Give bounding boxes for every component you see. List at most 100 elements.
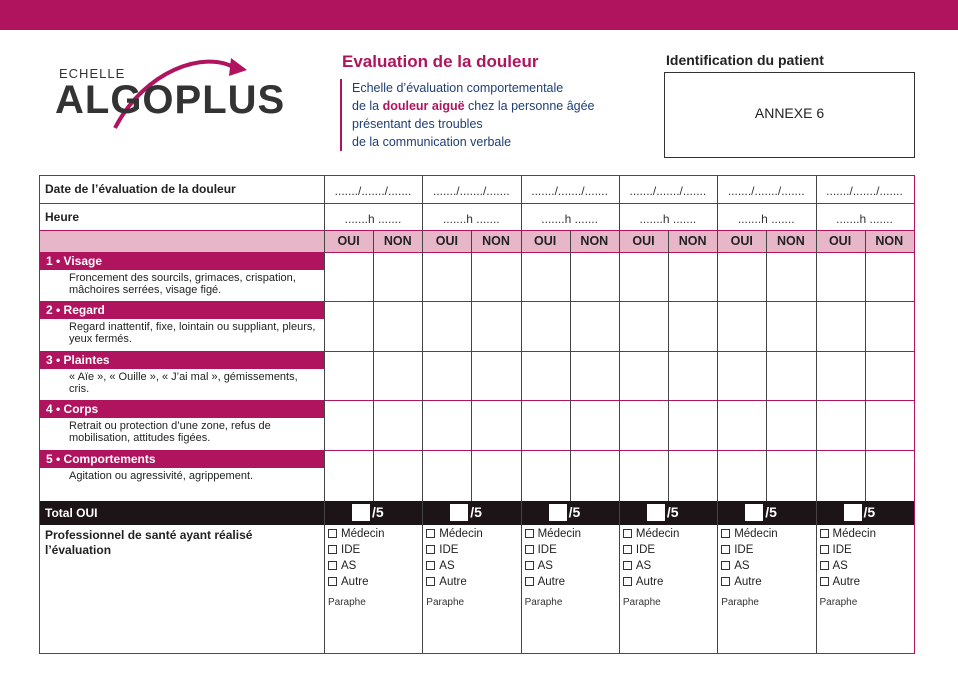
criterion-title: 5 • Comportements — [40, 451, 324, 468]
total-score-box[interactable] — [352, 504, 370, 521]
professional-option[interactable]: Autre — [721, 576, 762, 588]
checkbox-icon[interactable] — [426, 545, 436, 555]
total-out-of: /5 — [666, 504, 679, 520]
professional-option[interactable]: IDE — [819, 544, 852, 556]
non-header: NON — [482, 234, 510, 248]
checkbox-icon[interactable] — [819, 577, 829, 587]
date-field[interactable]: ......./......./....... — [432, 184, 510, 198]
professional-option[interactable]: IDE — [328, 544, 360, 556]
oui-header: OUI — [337, 234, 360, 248]
description-emphasis: douleur aiguë — [382, 99, 465, 113]
checkbox-icon[interactable] — [721, 529, 731, 539]
total-out-of: /5 — [372, 504, 384, 520]
checkbox-icon[interactable] — [328, 545, 337, 555]
professional-option[interactable]: Médecin — [426, 528, 483, 540]
professional-option[interactable]: Autre — [426, 576, 467, 588]
oui-header: OUI — [730, 234, 753, 248]
oui-header: OUI — [632, 234, 655, 248]
hour-field[interactable]: .......h ....... — [836, 212, 893, 226]
paraphe-label: Paraphe — [819, 597, 858, 608]
checkbox-icon[interactable] — [721, 561, 731, 571]
checkbox-icon[interactable] — [622, 545, 632, 555]
criterion-title: 4 • Corps — [40, 401, 324, 418]
checkbox-icon[interactable] — [819, 561, 829, 571]
total-out-of: /5 — [765, 504, 777, 520]
date-field[interactable]: ......./......./....... — [826, 184, 903, 198]
date-field[interactable]: ......./......./....... — [629, 184, 707, 198]
total-score-box[interactable] — [548, 504, 567, 521]
oui-non-header: OUI NON OUI NON OUI NON OUI NON OUI NON OUI NON — [40, 231, 914, 252]
total-score-box[interactable] — [745, 504, 764, 521]
checkbox-icon[interactable] — [524, 561, 534, 571]
total-score-box[interactable] — [843, 504, 862, 521]
checkbox-icon[interactable] — [721, 545, 731, 555]
checkbox-icon[interactable] — [622, 529, 632, 539]
total-label: Total OUI — [45, 506, 98, 520]
logo-swoosh-icon — [113, 58, 247, 129]
checkbox-icon[interactable] — [819, 545, 829, 555]
professional-option[interactable]: Médecin — [819, 528, 876, 540]
total-score-box[interactable] — [450, 504, 469, 521]
patient-id-box[interactable]: ANNEXE 6 — [664, 72, 915, 158]
non-header: NON — [777, 234, 805, 248]
criterion-description: Regard inattentif, fixe, lointain ou sup… — [69, 321, 316, 345]
professional-option[interactable]: IDE — [524, 544, 557, 556]
description: Echelle d’évaluation comportementale de … — [340, 79, 595, 151]
criterion-description: Agitation ou agressivité, agrippement. — [69, 470, 254, 482]
professional-option[interactable]: AS — [721, 560, 750, 572]
total-score-box[interactable] — [646, 504, 665, 521]
top-banner — [0, 0, 958, 30]
professional-option[interactable]: IDE — [721, 544, 753, 556]
oui-header: OUI — [828, 234, 852, 248]
professional-option[interactable]: Autre — [524, 576, 565, 588]
professional-option[interactable]: IDE — [622, 544, 655, 556]
total-out-of: /5 — [568, 504, 581, 520]
professional-option[interactable]: Médecin — [328, 528, 384, 540]
checkbox-icon[interactable] — [524, 529, 534, 539]
hour-field[interactable]: .......h ....... — [344, 212, 402, 226]
oui-header: OUI — [435, 234, 458, 248]
checkbox-icon[interactable] — [622, 577, 632, 587]
criterion-title: 3 • Plaintes — [40, 352, 324, 369]
criterion-title: 2 • Regard — [40, 302, 324, 319]
date-field[interactable]: ......./......./....... — [727, 184, 805, 198]
professional-option[interactable]: AS — [622, 560, 651, 572]
professional-option[interactable]: IDE — [426, 544, 458, 556]
algoplus-logo: ECHELLE ALGOPLUS — [55, 50, 284, 150]
paraphe-label: Paraphe — [426, 597, 465, 608]
professional-option[interactable]: Autre — [819, 576, 860, 588]
description-line-3: présentant des troubles — [352, 117, 483, 131]
logo-small-text: ECHELLE — [59, 66, 126, 81]
checkbox-icon[interactable] — [328, 577, 337, 587]
checkbox-icon[interactable] — [426, 529, 436, 539]
checkbox-icon[interactable] — [524, 545, 534, 555]
checkbox-icon[interactable] — [328, 561, 337, 571]
date-field[interactable]: ......./......./....... — [334, 184, 412, 198]
hour-field[interactable]: .......h ....... — [639, 212, 697, 226]
professional-option[interactable]: AS — [328, 560, 356, 572]
checkbox-icon[interactable] — [328, 529, 337, 539]
checkbox-icon[interactable] — [524, 577, 534, 587]
checkbox-icon[interactable] — [622, 561, 632, 571]
professional-option[interactable]: AS — [426, 560, 455, 572]
professional-option[interactable]: Médecin — [524, 528, 581, 540]
checkbox-icon[interactable] — [426, 577, 436, 587]
professional-option[interactable]: Médecin — [721, 528, 778, 540]
hour-field[interactable]: .......h ....... — [541, 212, 598, 226]
logo-big-text: ALGOPLUS — [55, 78, 286, 122]
professional-option[interactable]: Médecin — [622, 528, 679, 540]
checkbox-icon[interactable] — [721, 577, 731, 587]
checkbox-icon[interactable] — [819, 529, 829, 539]
non-header: NON — [875, 234, 904, 248]
hour-field[interactable]: .......h ....... — [442, 212, 500, 226]
paraphe-label: Paraphe — [622, 597, 661, 608]
professional-option[interactable]: AS — [819, 560, 848, 572]
date-field[interactable]: ......./......./....... — [531, 184, 608, 198]
paraphe-label: Paraphe — [524, 597, 563, 608]
professional-option[interactable]: Autre — [328, 576, 369, 588]
professional-option[interactable]: Autre — [622, 576, 663, 588]
hour-field[interactable]: .......h ....... — [737, 212, 795, 226]
criterion-description: Retrait ou protection d’une zone, refus … — [69, 420, 271, 444]
checkbox-icon[interactable] — [426, 561, 436, 571]
professional-option[interactable]: AS — [524, 560, 553, 572]
